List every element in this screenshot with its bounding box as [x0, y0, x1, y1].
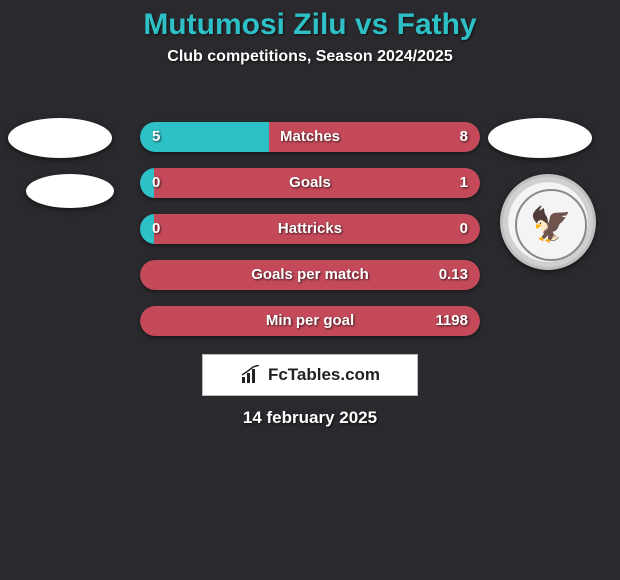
stat-row: Min per goal1198	[140, 306, 480, 336]
stat-value-right: 8	[460, 122, 468, 152]
stat-value-left: 5	[152, 122, 160, 152]
eagle-icon: 🦅	[515, 189, 587, 261]
club-crest-right: 🦅	[500, 174, 596, 270]
stat-value-left: 0	[152, 168, 160, 198]
stat-value-right: 0.13	[439, 260, 468, 290]
player-right-avatar	[488, 118, 592, 158]
page-title: Mutumosi Zilu vs Fathy	[0, 0, 620, 42]
brand-box: FcTables.com	[202, 354, 418, 396]
stat-value-left: 0	[152, 214, 160, 244]
stats-bars: Matches58Goals01Hattricks00Goals per mat…	[140, 122, 480, 352]
stat-row: Hattricks0 0	[140, 214, 480, 244]
stat-label: Matches	[140, 122, 480, 152]
subtitle: Club competitions, Season 2024/2025	[0, 48, 620, 66]
stat-label: Goals	[140, 168, 480, 198]
player-left-avatar-2	[26, 174, 114, 208]
brand-text: FcTables.com	[268, 365, 380, 385]
stat-row: Matches5 8	[140, 122, 480, 152]
date-label: 14 february 2025	[0, 408, 620, 428]
stat-value-right: 0	[460, 214, 468, 244]
stat-label: Min per goal	[140, 306, 480, 336]
chart-icon	[240, 365, 262, 385]
stat-value-right: 1	[460, 168, 468, 198]
stat-value-right: 1198	[435, 306, 468, 336]
stat-label: Hattricks	[140, 214, 480, 244]
player-left-avatar-1	[8, 118, 112, 158]
stat-row: Goals0 1	[140, 168, 480, 198]
stat-row: Goals per match0.13	[140, 260, 480, 290]
stat-label: Goals per match	[140, 260, 480, 290]
